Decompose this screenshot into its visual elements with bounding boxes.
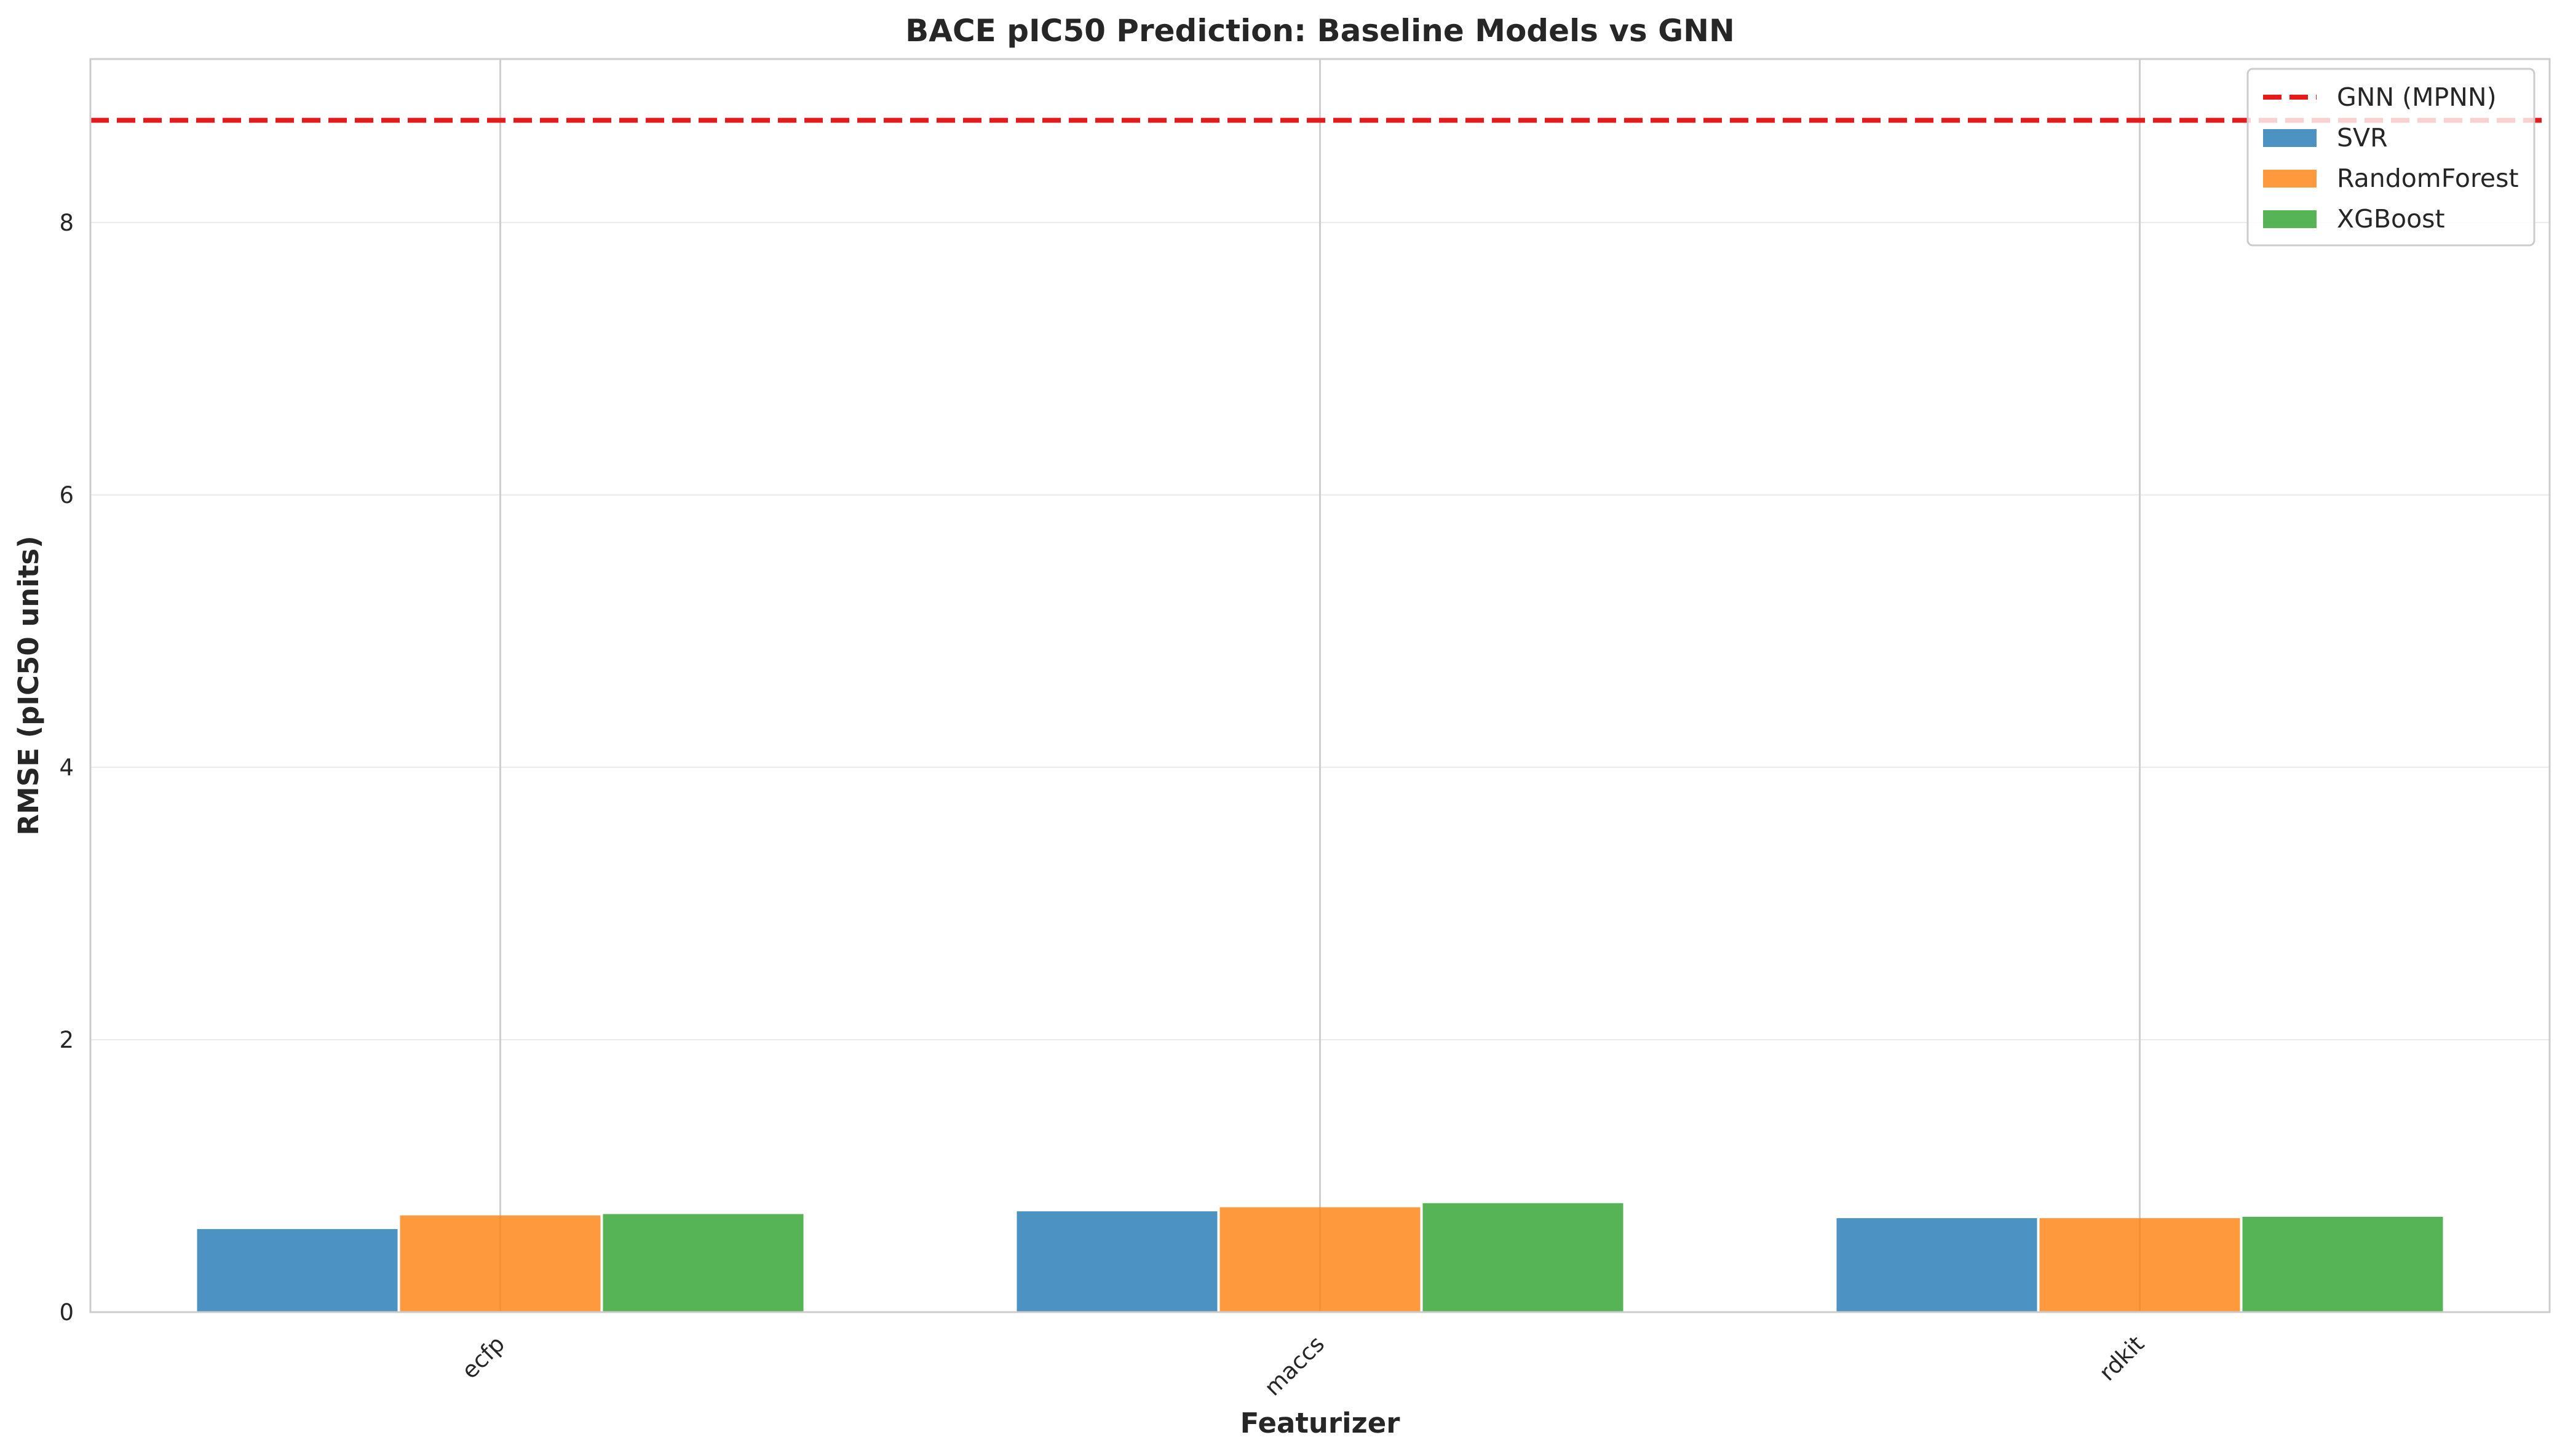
legend-box xyxy=(2246,68,2535,247)
y-tick-label: 2 xyxy=(59,1027,74,1053)
plot-frame xyxy=(89,58,2551,1313)
y-tick-label: 6 xyxy=(59,482,74,508)
bar-randomforest-maccs xyxy=(1219,1207,1421,1312)
y-tick-label: 8 xyxy=(59,210,74,236)
legend-marker-svr xyxy=(2263,129,2317,147)
legend-label-svr: SVR xyxy=(2337,123,2388,152)
bar-randomforest-rdkit xyxy=(2039,1218,2240,1312)
bar-svr-maccs xyxy=(1017,1211,1218,1312)
bar-svr-ecfp xyxy=(197,1228,398,1312)
y-tick-label: 0 xyxy=(59,1299,74,1326)
x-axis-label: Featurizer xyxy=(1240,1407,1401,1439)
bar-randomforest-ecfp xyxy=(400,1215,601,1312)
bars-group xyxy=(197,1203,2443,1312)
bar-xgboost-ecfp xyxy=(603,1214,804,1312)
bar-xgboost-rdkit xyxy=(2242,1216,2443,1312)
legend: GNN (MPNN) SVR RandomForest XGBoost xyxy=(2246,68,2535,247)
legend-label-gnn: GNN (MPNN) xyxy=(2337,82,2497,112)
legend-label-xgboost: XGBoost xyxy=(2337,204,2445,234)
legend-marker-randomforest xyxy=(2263,170,2317,188)
legend-label-randomforest: RandomForest xyxy=(2337,164,2519,193)
legend-marker-xgboost xyxy=(2263,210,2317,228)
y-tick-label: 4 xyxy=(59,754,74,781)
y-axis-label: RMSE (pIC50 units) xyxy=(12,536,45,835)
bar-svr-rdkit xyxy=(1836,1218,2037,1312)
y-tick-labels: 0 2 4 6 8 xyxy=(59,210,74,1326)
chart-title: BACE pIC50 Prediction: Baseline Models v… xyxy=(905,13,1735,49)
bar-xgboost-maccs xyxy=(1422,1203,1623,1312)
